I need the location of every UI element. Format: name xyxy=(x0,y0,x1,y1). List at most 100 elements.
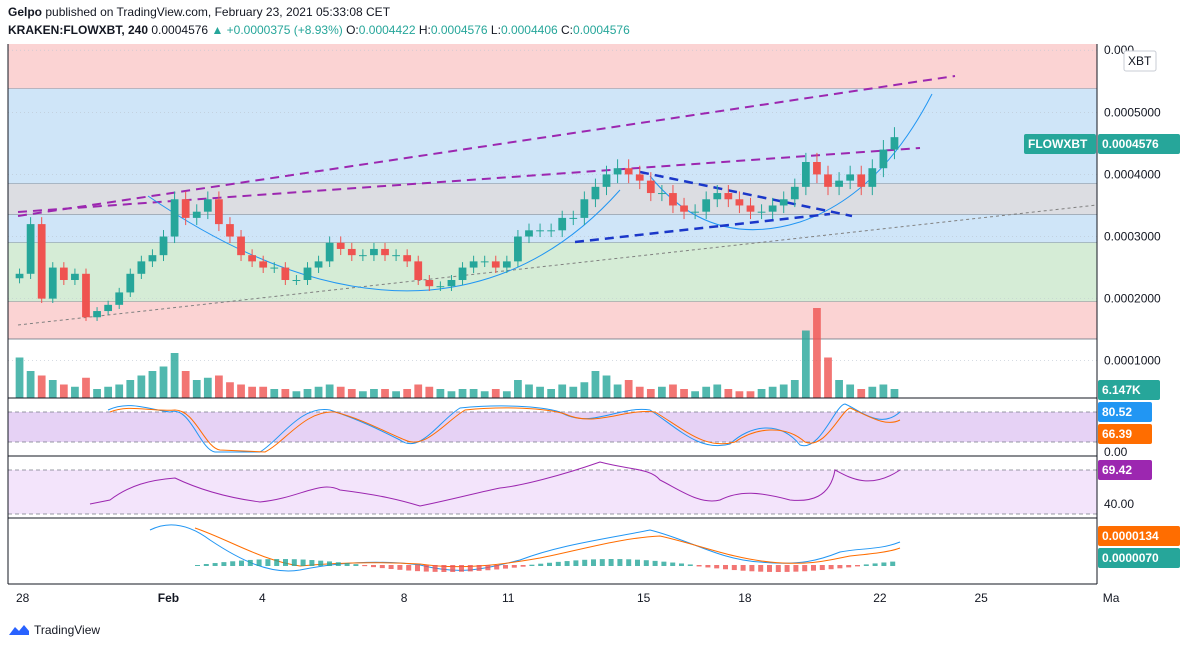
volume-last-label: 6.147K xyxy=(1102,383,1141,397)
open-label: O: xyxy=(346,23,359,37)
last-price-symbol-label: FLOWXBT xyxy=(1028,137,1088,151)
candle-body xyxy=(790,186,799,200)
volume-bar xyxy=(237,384,245,398)
candle-body xyxy=(624,168,633,175)
volume-bar xyxy=(436,389,445,398)
candle-body xyxy=(170,199,179,237)
volume-bar xyxy=(702,386,711,398)
macd-histogram-bar xyxy=(520,565,526,567)
macd-histogram-bar xyxy=(538,563,544,566)
candle-body xyxy=(215,199,223,225)
price-chart[interactable]: 0.0001000 0.0002000 0.0003000 0.0004000 0.00… xyxy=(0,0,1188,618)
candle-body xyxy=(536,230,544,232)
volume-bar xyxy=(370,389,378,398)
publisher-name[interactable]: Gelpo xyxy=(8,5,43,19)
volume-bar xyxy=(414,384,423,398)
candle-body xyxy=(768,205,777,212)
last-price-axis-label: 0.0004576 xyxy=(1102,137,1159,151)
high-label: H: xyxy=(418,23,431,37)
macd-histogram-bar xyxy=(635,559,640,566)
tradingview-brand[interactable]: TradingView xyxy=(8,623,100,637)
stoch-k-value-bg xyxy=(1098,402,1152,422)
volume-bar xyxy=(613,384,622,398)
candle-body xyxy=(159,236,168,256)
zone-resistance-red-top xyxy=(8,44,1097,89)
candle-body xyxy=(292,280,301,281)
candle-body xyxy=(203,199,212,212)
macd-histogram-bar xyxy=(714,565,720,569)
volume-bar xyxy=(281,389,290,398)
macd-histogram-bar xyxy=(221,562,227,566)
macd-histogram-bar xyxy=(362,565,368,567)
candle-body xyxy=(646,180,655,194)
rsi-value: 69.42 xyxy=(1102,463,1132,477)
candle-body xyxy=(846,174,855,181)
macd-histogram-bar xyxy=(811,565,816,571)
volume-bar xyxy=(846,384,855,398)
macd-histogram-bar xyxy=(406,565,412,571)
open-value: 0.0004422 xyxy=(358,23,416,37)
macd-histogram-bar xyxy=(335,562,341,566)
volume-bar xyxy=(48,380,57,398)
volume-bar xyxy=(203,377,212,398)
last-price-axis-label-bg xyxy=(1098,134,1180,154)
tradingview-logo-icon xyxy=(9,625,29,635)
brand-name: TradingView xyxy=(34,623,101,637)
volume-bar xyxy=(104,386,113,398)
volume-bar xyxy=(37,375,46,398)
macd-histogram-bar xyxy=(379,565,385,569)
candle-body xyxy=(602,174,611,187)
macd-histogram-bar xyxy=(687,564,693,566)
volume-bar xyxy=(458,389,467,398)
candle-body xyxy=(458,267,467,280)
zone-blue-zone-2 xyxy=(8,214,1097,243)
volume-bar xyxy=(824,357,832,398)
macd-histogram-bar xyxy=(511,565,517,568)
stoch-zero-label: 0.00 xyxy=(1104,445,1128,459)
candle-body xyxy=(392,255,400,257)
candle-body xyxy=(757,211,766,213)
volume-bar xyxy=(580,382,589,398)
candle-body xyxy=(491,261,500,268)
candle-body xyxy=(82,273,90,318)
macd-histogram-bar xyxy=(872,563,878,566)
volume-bar xyxy=(658,386,666,398)
candle-body xyxy=(514,236,522,262)
price-tick-label: 0.0003000 xyxy=(1104,230,1161,244)
macd-histogram-bar xyxy=(784,565,790,572)
volume-bar xyxy=(835,380,843,398)
macd-histogram-bar xyxy=(503,565,508,569)
time-tick-label: Ma xyxy=(1103,591,1120,605)
published-text: published on TradingView.com, February 2… xyxy=(45,5,391,19)
macd-line xyxy=(149,524,901,572)
macd-histogram-bar xyxy=(371,565,376,568)
currency-badge: XBT xyxy=(1128,54,1152,68)
price-tick-label: 0.0005000 xyxy=(1104,105,1161,119)
candle-body xyxy=(414,261,423,280)
price-tick-label: 0.0002000 xyxy=(1104,292,1161,306)
close-value: 0.0004576 xyxy=(573,23,630,37)
volume-bar xyxy=(248,386,256,398)
macd-histogram-bar xyxy=(485,565,491,571)
volume-bar xyxy=(425,386,434,398)
time-tick-label: 8 xyxy=(401,591,408,605)
macd-histogram-bar xyxy=(388,565,394,570)
candle-body xyxy=(813,162,821,175)
volume-bar xyxy=(514,380,522,398)
macd-histogram-bar xyxy=(344,563,350,566)
candle-body xyxy=(724,193,733,200)
volume-bar xyxy=(646,389,655,398)
stoch-d-value-bg xyxy=(1098,424,1152,444)
volume-bar xyxy=(447,391,456,398)
low-value: 0.0004406 xyxy=(500,23,558,37)
candle-body xyxy=(779,199,788,206)
time-tick-label: 11 xyxy=(502,591,515,605)
volume-bar xyxy=(591,371,600,398)
macd-histogram-bar xyxy=(291,559,297,566)
volume-bar xyxy=(813,308,821,398)
symbol-name[interactable]: KRAKEN:FLOWXBT, 240 xyxy=(8,23,149,37)
candle-body xyxy=(547,230,556,232)
candle-body xyxy=(37,224,46,299)
candle-body xyxy=(237,236,245,256)
volume-bar xyxy=(480,391,489,398)
